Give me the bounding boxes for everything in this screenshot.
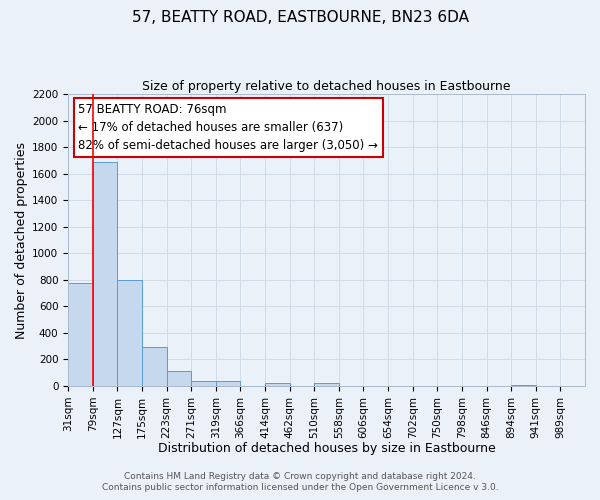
Bar [93,162,118,386]
Text: 57, BEATTY ROAD, EASTBOURNE, BN23 6DA: 57, BEATTY ROAD, EASTBOURNE, BN23 6DA [131,10,469,25]
Y-axis label: Number of detached properties: Number of detached properties [15,142,28,338]
Bar [314,384,339,386]
Bar [68,282,93,386]
Text: Contains HM Land Registry data © Crown copyright and database right 2024.
Contai: Contains HM Land Registry data © Crown c… [101,472,499,492]
Bar [142,347,167,386]
Bar [191,380,216,386]
Bar [216,382,241,386]
Bar [118,280,142,386]
Text: 57 BEATTY ROAD: 76sqm
← 17% of detached houses are smaller (637)
82% of semi-det: 57 BEATTY ROAD: 76sqm ← 17% of detached … [79,103,379,152]
Bar [265,382,290,386]
Title: Size of property relative to detached houses in Eastbourne: Size of property relative to detached ho… [142,80,511,93]
X-axis label: Distribution of detached houses by size in Eastbourne: Distribution of detached houses by size … [158,442,496,455]
Bar [167,372,191,386]
